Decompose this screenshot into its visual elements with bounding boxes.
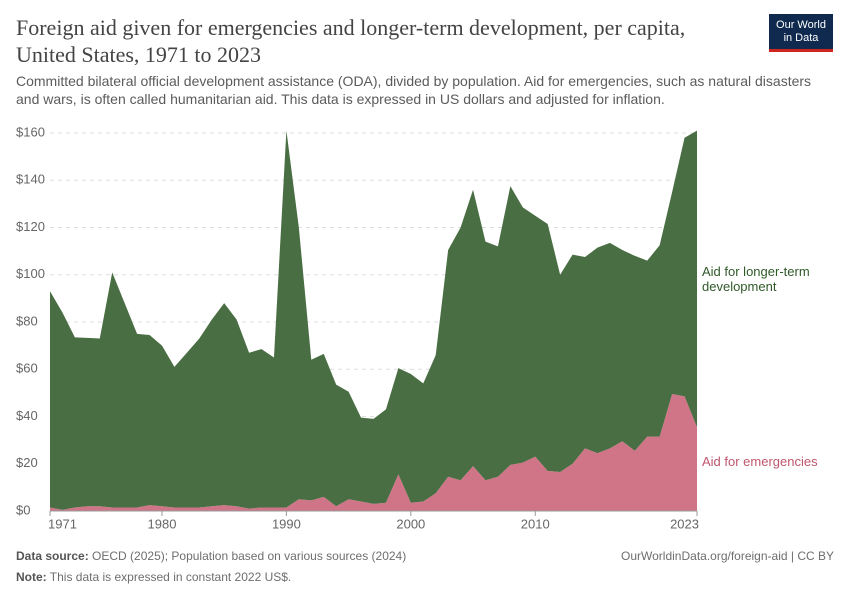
area — [50, 130, 697, 510]
source-url[interactable]: OurWorldinData.org/foreign-aid | CC BY — [621, 549, 834, 563]
y-tick-label: $20 — [16, 455, 38, 470]
x-tick-label: 1971 — [48, 516, 77, 531]
x-tick-label: 1990 — [272, 516, 301, 531]
x-tick-label: 1980 — [148, 516, 177, 531]
y-tick-label: $160 — [16, 124, 45, 139]
chart-title: Foreign aid given for emergencies and lo… — [16, 15, 686, 67]
y-tick-label: $140 — [16, 172, 45, 187]
y-tick-label: $100 — [16, 266, 45, 281]
legend-label: Aid for emergencies — [702, 454, 818, 470]
source-text: OECD (2025); Population based on various… — [92, 549, 407, 563]
note-text: This data is expressed in constant 2022 … — [49, 570, 292, 584]
note: Note: This data is expressed in constant… — [16, 570, 291, 584]
source-label: Data source: — [16, 549, 89, 563]
y-tick-label: $60 — [16, 361, 38, 376]
y-tick-label: $120 — [16, 219, 45, 234]
legend-label: Aid for longer-term development — [702, 263, 810, 294]
area — [50, 394, 697, 511]
y-tick-label: $40 — [16, 408, 38, 423]
y-tick-label: $80 — [16, 313, 38, 328]
note-label: Note: — [16, 570, 47, 584]
y-tick-label: $0 — [16, 502, 30, 517]
x-tick-label: 2010 — [521, 516, 550, 531]
x-tick-label: 2000 — [396, 516, 425, 531]
logo[interactable]: Our World in Data — [769, 14, 833, 52]
source: Data source: OECD (2025); Population bas… — [16, 549, 406, 563]
x-tick-label: 2023 — [670, 516, 699, 531]
chart-subtitle: Committed bilateral official development… — [16, 73, 812, 107]
